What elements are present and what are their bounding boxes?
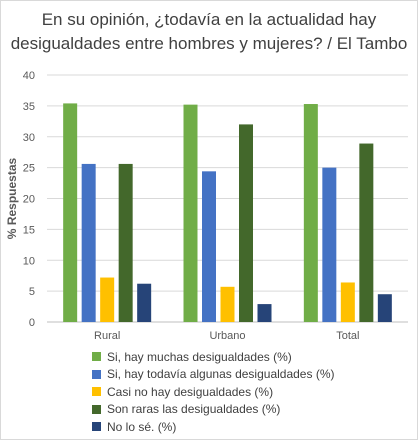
bar [322,167,337,322]
legend-item: Casi no hay desigualdades (%) [92,383,334,401]
chart-title: En su opinión, ¿todavía en la actualidad… [0,8,418,56]
chart-title-line-2: desigualdades entre hombres y mujeres? /… [10,34,408,53]
legend-label: Si, hay muchas desigualdades (%) [107,349,292,364]
y-tick-label: 10 [23,255,35,267]
legend-swatch [92,369,101,379]
bar [63,103,78,322]
bar [220,286,235,322]
bar [340,282,355,322]
legend-label: Son raras las desigualdades (%) [107,402,281,417]
bar [183,104,198,322]
y-tick-label: 5 [29,286,35,298]
bar [257,304,272,322]
x-category-label: Rural [94,330,120,342]
y-tick-label: 40 [23,70,35,82]
y-tick-label: 25 [23,163,35,175]
x-category-label: Urbano [209,330,245,342]
chart-legend: Si, hay muchas desigualdades (%) Si, hay … [92,348,334,436]
legend-swatch [92,404,101,414]
y-tick-label: 20 [23,194,35,206]
legend-label: No lo sé. (%) [107,419,177,434]
bar [202,171,216,322]
y-tick-label: 35 [23,101,35,113]
bar [137,283,152,322]
y-axis-title: % Respuestas [5,157,19,239]
legend-swatch [92,352,101,362]
legend-label: Casi no hay desigualdades (%) [107,384,274,399]
bar [118,163,133,322]
legend-item: Son raras las desigualdades (%) [92,401,334,419]
chart-title-line-1: En su opinión, ¿todavía en la actualidad… [41,10,377,29]
y-tick-label: 30 [23,132,35,144]
legend-item: No lo sé. (%) [92,418,334,436]
legend-item: Si, hay todavía algunas desigualdades (%… [92,366,334,384]
bar [100,277,115,322]
legend-label: Si, hay todavía algunas desigualdades (%… [107,367,335,382]
bar [359,143,374,322]
bar [239,124,253,323]
legend-item: Si, hay muchas desigualdades (%) [92,348,334,366]
legend-swatch [92,422,101,432]
x-category-label: Total [336,330,359,342]
legend-swatch [92,387,101,397]
y-tick-label: 0 [29,317,35,329]
bar [303,104,318,323]
y-tick-label: 15 [23,224,35,236]
bar [81,163,96,322]
bar [377,294,392,322]
